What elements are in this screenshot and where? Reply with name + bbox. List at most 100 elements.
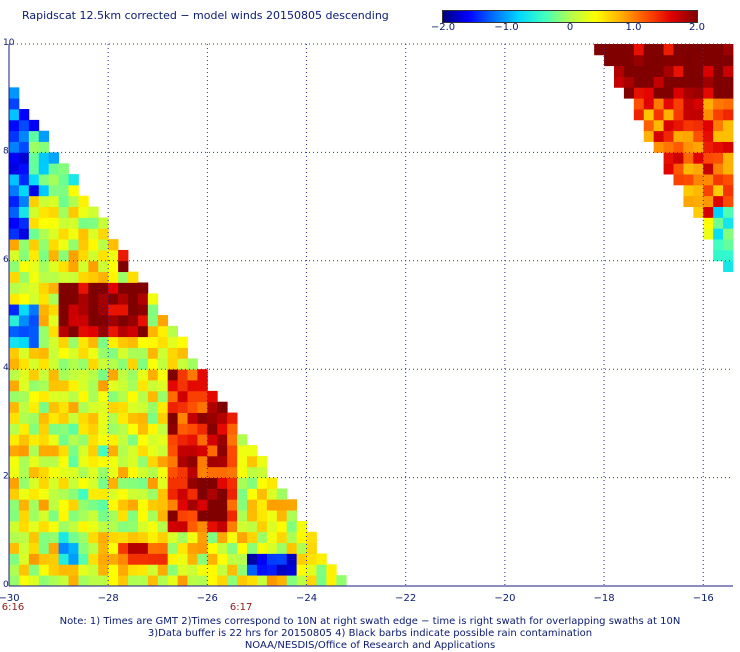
heatmap-cell	[177, 380, 188, 392]
heatmap-cell	[177, 401, 188, 413]
heatmap-cell	[78, 347, 89, 359]
heatmap-cell	[693, 98, 704, 110]
heatmap-cell	[108, 358, 119, 370]
heatmap-cell	[157, 499, 169, 511]
heatmap-cell	[38, 271, 50, 283]
x-tick-label: −20	[494, 593, 515, 604]
heatmap-cell	[137, 520, 149, 533]
heatmap-cell	[68, 358, 79, 370]
heatmap-cell	[167, 520, 178, 533]
heatmap-cell	[197, 401, 208, 413]
heatmap-cell	[18, 293, 30, 305]
heatmap-cell	[157, 315, 169, 327]
footnotes: Note: 1) Times are GMT 2)Times correspon…	[0, 616, 740, 652]
heatmap-cell	[147, 380, 159, 392]
heatmap-cell	[38, 564, 50, 576]
heatmap-cell	[703, 109, 714, 121]
heatmap-cell	[38, 499, 50, 511]
heatmap-cell	[58, 174, 69, 186]
heatmap-cell	[48, 401, 59, 413]
heatmap-cell	[28, 174, 40, 186]
heatmap-cell	[68, 206, 79, 218]
heatmap-cell	[137, 347, 149, 359]
heatmap-cell	[38, 542, 50, 554]
heatmap-cell	[128, 542, 139, 554]
heatmap-cell	[118, 315, 129, 327]
heatmap-cell	[18, 455, 30, 468]
heatmap-cell	[633, 87, 645, 99]
heatmap-cell	[9, 315, 20, 327]
heatmap-cell	[48, 315, 59, 327]
heatmap-cell	[693, 109, 704, 121]
heatmap-cell	[18, 195, 30, 207]
heatmap-cell	[118, 380, 129, 392]
heatmap-cell	[118, 575, 129, 587]
heatmap-cell	[9, 336, 20, 348]
heatmap-cell	[693, 195, 704, 207]
heatmap-cell	[68, 520, 79, 533]
heatmap-cell	[98, 531, 109, 544]
heatmap-cell	[713, 130, 724, 142]
heatmap-cell	[98, 575, 109, 587]
heatmap-cell	[147, 401, 159, 413]
heatmap-cell	[88, 380, 99, 392]
heatmap-cell	[128, 520, 139, 533]
heatmap-cell	[683, 174, 694, 186]
heatmap-cell	[147, 466, 159, 478]
heatmap-cell	[237, 455, 248, 468]
heatmap-cell	[68, 260, 79, 273]
heatmap-cell	[643, 44, 655, 56]
heatmap-cell	[78, 195, 89, 207]
heatmap-cell	[68, 488, 79, 500]
heatmap-cell	[683, 119, 694, 132]
heatmap-cell	[128, 564, 139, 576]
heatmap-cell	[68, 542, 79, 554]
heatmap-cell	[128, 466, 139, 478]
heatmap-cell	[266, 564, 278, 576]
heatmap-cell	[177, 510, 188, 522]
heatmap-cell	[108, 325, 119, 338]
heatmap-cell	[613, 44, 625, 56]
heatmap-cell	[207, 445, 218, 457]
heatmap-cell	[227, 542, 238, 554]
heatmap-cell	[217, 423, 228, 435]
heatmap-cell	[723, 184, 734, 197]
heatmap-cell	[217, 401, 228, 413]
heatmap-cell	[88, 466, 99, 478]
heatmap-cell	[217, 564, 228, 576]
heatmap-cell	[276, 510, 288, 522]
heatmap-cell	[187, 423, 198, 435]
heatmap-cell	[88, 358, 99, 370]
heatmap-cell	[663, 109, 674, 121]
heatmap-cell	[78, 380, 89, 392]
heatmap-cell	[197, 445, 208, 457]
heatmap-cell	[693, 119, 704, 132]
heatmap-cell	[683, 98, 694, 110]
heatmap-cell	[703, 76, 714, 88]
heatmap-cell	[18, 434, 30, 446]
heatmap-cell	[9, 325, 20, 338]
heatmap-cell	[673, 65, 684, 77]
heatmap-cell	[9, 87, 20, 99]
heatmap-cell	[723, 141, 734, 153]
heatmap-cell	[118, 531, 129, 544]
heatmap-cell	[38, 575, 50, 587]
heatmap-cell	[237, 520, 248, 533]
heatmap-cell	[38, 380, 50, 392]
heatmap-cell	[118, 434, 129, 446]
heatmap-cell	[276, 488, 288, 500]
heatmap-cell	[118, 542, 129, 554]
heatmap-cell	[18, 141, 30, 153]
heatmap-cell	[683, 76, 694, 88]
heatmap-cell	[296, 542, 307, 554]
heatmap-cell	[286, 499, 298, 511]
heatmap-cell	[256, 499, 268, 511]
heatmap-cell	[118, 358, 129, 370]
heatmap-cell	[167, 510, 178, 522]
y-tick-label: 10	[3, 38, 15, 48]
heatmap-cell	[98, 293, 109, 305]
heatmap-cell	[38, 412, 50, 424]
heatmap-cell	[723, 228, 734, 240]
heatmap-cell	[98, 455, 109, 468]
x-tick-labels: −30 −28 −26 −24 −22 −20 −18 −16	[0, 593, 714, 604]
